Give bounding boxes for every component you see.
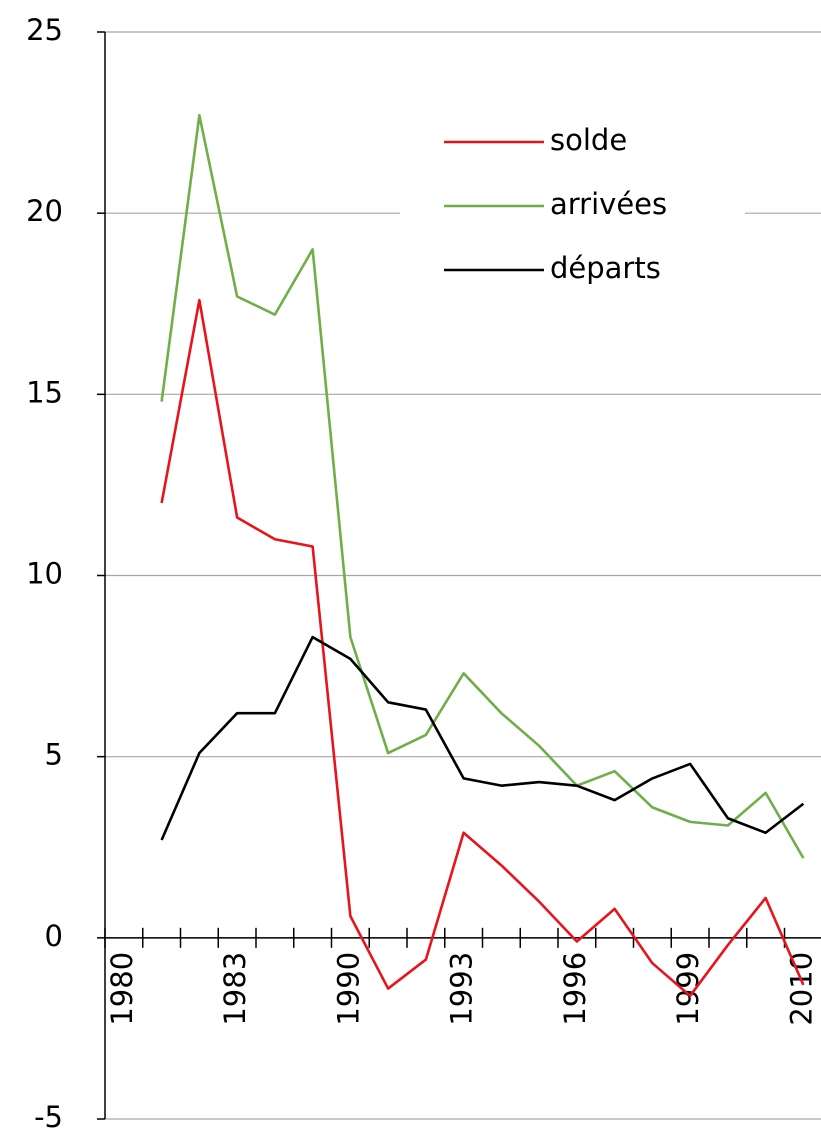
y-tick-label: 5 <box>45 738 63 772</box>
x-tick-label: 1999 <box>671 952 705 1026</box>
legend-label: arrivées <box>550 187 667 221</box>
x-tick-label: 1993 <box>445 952 479 1026</box>
x-tick-label: 1990 <box>331 952 365 1026</box>
legend-box <box>400 118 745 298</box>
x-tick-label: 1996 <box>558 952 592 1026</box>
series-line <box>160 114 805 859</box>
legend-label: départs <box>550 251 661 285</box>
y-tick-label: 20 <box>26 194 63 228</box>
y-tick-label: 10 <box>26 557 63 591</box>
series-line <box>160 298 805 998</box>
series-line <box>160 635 805 841</box>
x-tick-label: 1980 <box>105 952 139 1026</box>
x-tick-label: 2010 <box>784 952 818 1026</box>
y-tick-label: -5 <box>34 1100 63 1134</box>
x-tick-label: 1983 <box>218 952 252 1026</box>
legend-label: solde <box>550 123 627 157</box>
y-tick-label: 0 <box>45 919 63 953</box>
y-tick-label: 15 <box>26 375 63 409</box>
y-tick-label: 25 <box>26 13 63 47</box>
